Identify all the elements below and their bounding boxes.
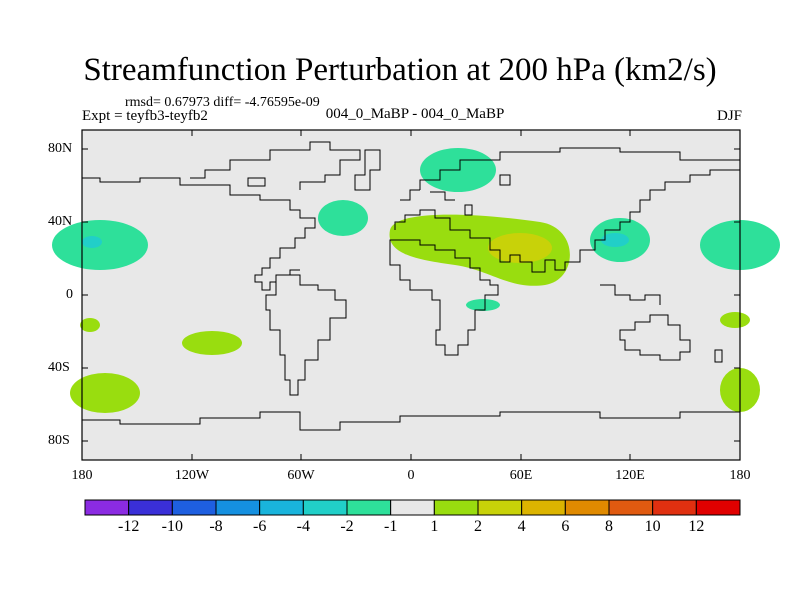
- negative-region-indian-ocean: [466, 299, 500, 311]
- x-ticks: [191, 130, 631, 460]
- rmsd-stats: rmsd= 0.67973 diff= -4.76595e-09: [125, 95, 320, 110]
- colorbar-swatch: [695, 499, 741, 516]
- new-zealand: [714, 349, 723, 363]
- map-background: [82, 130, 740, 460]
- colorbar-label: -8: [209, 518, 223, 535]
- colorbar-label: -2: [340, 518, 354, 535]
- colorbar-label: 10: [644, 518, 661, 535]
- x-tick-label: 60E: [509, 468, 533, 483]
- colorbar-swatch: [84, 499, 130, 516]
- colorbar-swatch: [477, 499, 523, 516]
- positive-region-south-pacific: [182, 331, 242, 355]
- negative-region-atlantic: [318, 200, 368, 236]
- colorbar-swatch: [390, 499, 435, 516]
- negative-core-west: [82, 236, 102, 248]
- y-ticks: [82, 148, 740, 442]
- x-tick-label: 120W: [174, 468, 210, 483]
- y-tick-label: 0: [66, 287, 73, 302]
- colorbar-label: -4: [296, 518, 310, 535]
- x-tick-label: 180: [71, 468, 93, 483]
- x-tick-label: 120E: [615, 468, 645, 483]
- colorbar-label: 4: [517, 518, 526, 535]
- colorbar-swatch: [259, 499, 304, 516]
- contour-fills: [52, 148, 780, 413]
- north-america-coast: [82, 177, 316, 291]
- eurasia-south-coast: [394, 169, 740, 273]
- south-america: [265, 274, 347, 396]
- colorbar-swatch: [128, 499, 173, 516]
- x-tick-label: 0: [407, 468, 415, 483]
- colorbar-label: -10: [161, 518, 183, 535]
- run-subtitle: 004_0_MaBP - 004_0_MaBP: [325, 106, 505, 122]
- experiment-label: Expt = teyfb3-teyfb2: [82, 108, 208, 124]
- greenland: [354, 149, 381, 191]
- colorbar-swatch: [302, 499, 348, 516]
- positive-region-asia: [389, 214, 570, 286]
- antarctica: [82, 411, 740, 431]
- colorbar-label: -12: [117, 518, 140, 535]
- colorbar-swatch: [433, 499, 479, 516]
- y-tick-label: 80N: [48, 141, 73, 156]
- colorbar-label: 8: [605, 518, 613, 535]
- colorbar-swatch: [608, 499, 654, 516]
- positive-region-southwest: [70, 373, 140, 413]
- y-tick-label: 80S: [48, 433, 70, 448]
- colorbar-swatch: [171, 499, 217, 516]
- arctic-island: [247, 177, 266, 187]
- colorbar-swatch: [346, 499, 392, 516]
- colorbar-swatch: [564, 499, 610, 516]
- colorbar-label: 2: [474, 518, 482, 535]
- colorbar-swatch: [215, 499, 261, 516]
- australia: [619, 314, 691, 361]
- positive-region-east-tropics: [720, 312, 750, 328]
- colorbar: [84, 499, 741, 516]
- colorbar-label: 12: [688, 518, 705, 535]
- eurasia-north-coast: [419, 147, 740, 190]
- colorbar-swatch: [521, 499, 566, 516]
- x-tick-label: 180: [729, 468, 751, 483]
- y-tick-label: 40S: [48, 360, 70, 375]
- colorbar-label: -1: [383, 518, 398, 535]
- indonesia: [600, 284, 661, 305]
- season-label: DJF: [716, 108, 742, 124]
- positive-core-asia: [488, 233, 552, 263]
- colorbar-label: -6: [252, 518, 267, 535]
- y-tick-label: 40N: [48, 214, 73, 229]
- europe-coast: [400, 189, 455, 201]
- positive-region-west-edge: [80, 318, 100, 332]
- colorbar-swatch: [652, 499, 697, 516]
- colorbar-label: 1: [430, 518, 439, 535]
- negative-core-east-asia: [601, 233, 629, 247]
- small-islands: [464, 174, 511, 216]
- africa: [389, 239, 499, 356]
- coastlines: [82, 141, 740, 431]
- colorbar-label: 6: [561, 518, 570, 535]
- x-tick-label: 60W: [287, 468, 315, 483]
- map-title: Streamfunction Perturbation at 200 hPa (…: [83, 52, 717, 88]
- arctic-north-america: [190, 141, 361, 190]
